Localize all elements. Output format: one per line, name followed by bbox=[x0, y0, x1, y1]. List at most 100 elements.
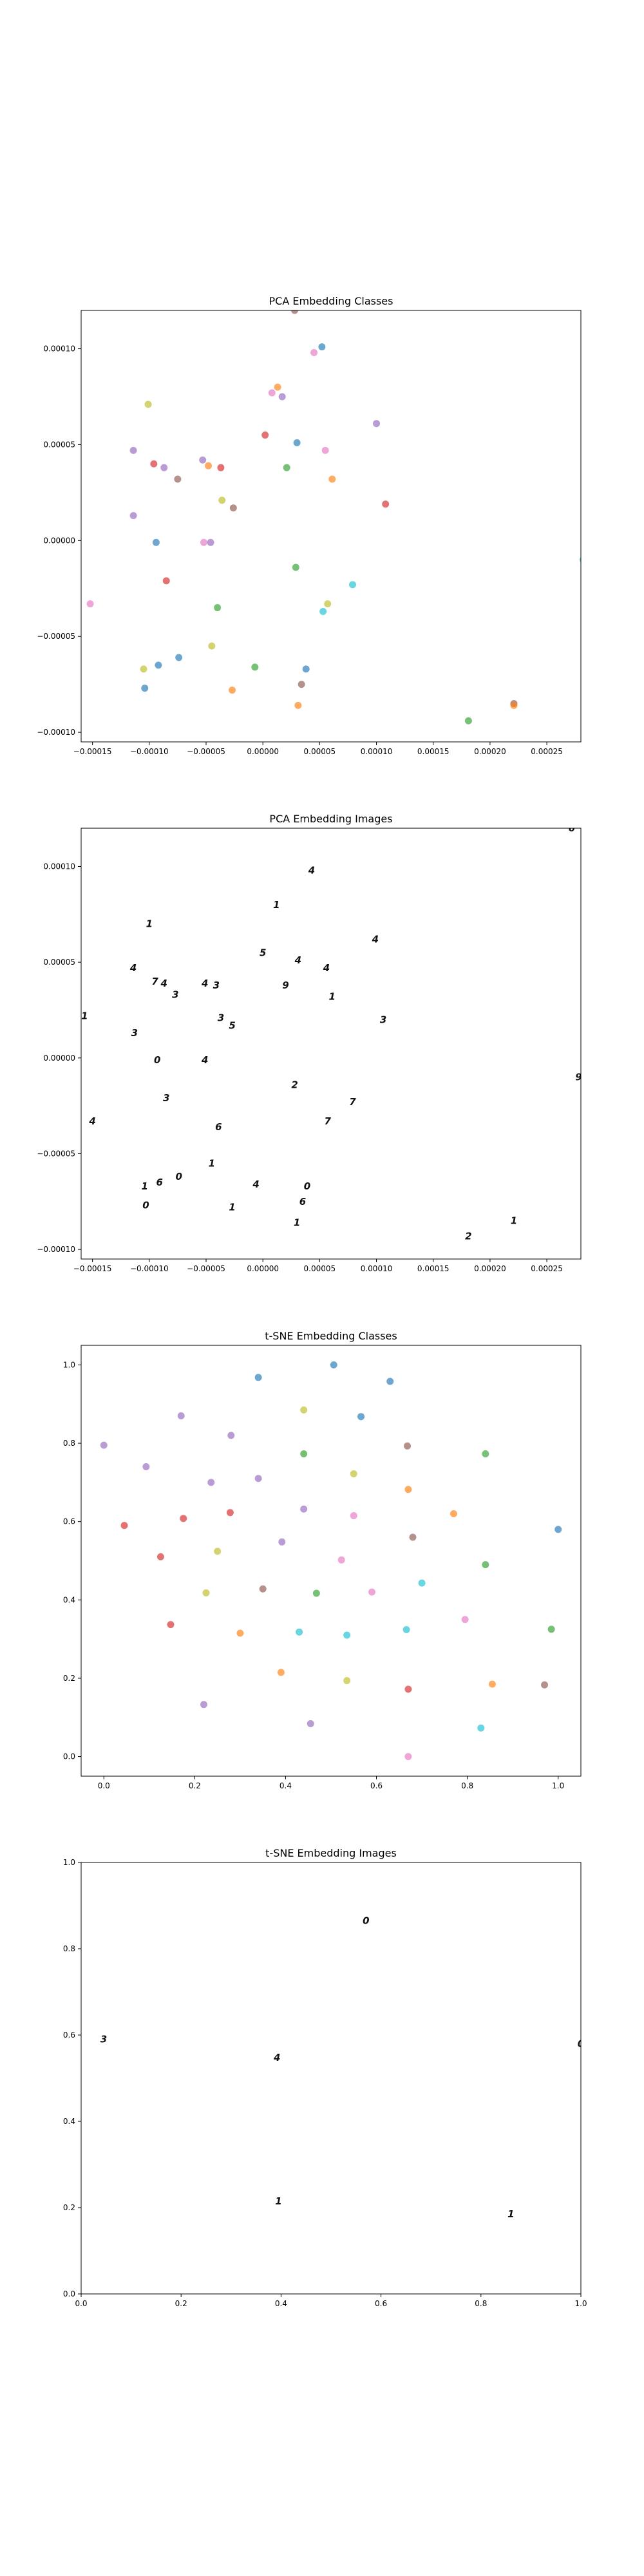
scatter-point bbox=[482, 1450, 489, 1457]
y-tick-label: 0.0 bbox=[63, 1752, 75, 1761]
scatter-point bbox=[318, 343, 326, 351]
digit-image-point: 4 bbox=[273, 2052, 280, 2063]
scatter-point bbox=[283, 464, 290, 471]
scatter-point bbox=[296, 1628, 303, 1636]
scatter-point bbox=[404, 1685, 412, 1693]
scatter-point bbox=[226, 1509, 234, 1517]
digit-image-point: 5 bbox=[229, 1019, 235, 1031]
digit-image-point: 4 bbox=[201, 978, 208, 989]
digit-image-point: 6 bbox=[215, 1121, 222, 1133]
x-tick-label: 0.6 bbox=[370, 1781, 383, 1790]
scatter-point bbox=[307, 1720, 314, 1728]
scatter-point bbox=[278, 393, 286, 401]
scatter-point bbox=[300, 1450, 308, 1457]
scatter-point bbox=[319, 608, 327, 616]
scatter-point bbox=[207, 538, 214, 546]
y-tick-label: 0.4 bbox=[63, 1595, 75, 1604]
scatter-point bbox=[214, 1548, 222, 1555]
scatter-point bbox=[254, 1374, 262, 1381]
y-tick-label: 1.0 bbox=[63, 1858, 75, 1867]
x-tick-label: −0.00015 bbox=[73, 1264, 112, 1273]
x-tick-label: 0.00015 bbox=[417, 747, 450, 756]
y-tick-label: 0.4 bbox=[63, 2117, 75, 2126]
scatter-point bbox=[350, 1512, 357, 1520]
scatter-point bbox=[229, 687, 236, 694]
digit-image-point: 9 bbox=[282, 980, 289, 991]
scatter-point bbox=[64, 495, 71, 502]
scatter-point bbox=[160, 464, 168, 471]
x-tick-label: 0.00010 bbox=[361, 1264, 393, 1273]
scatter-point bbox=[293, 439, 301, 446]
digit-image-point: 3 bbox=[163, 1092, 169, 1104]
y-tick-label: 0.8 bbox=[63, 1944, 75, 1953]
digit-image-point: 7 bbox=[349, 1096, 356, 1108]
scatter-point bbox=[202, 1589, 210, 1596]
scatter-point bbox=[167, 1621, 175, 1629]
scatter-point bbox=[100, 1441, 108, 1449]
x-tick-label: 0.6 bbox=[375, 2299, 387, 2308]
scatter-point bbox=[450, 1510, 457, 1518]
y-tick-label: 0.0 bbox=[63, 2289, 75, 2298]
x-tick-label: 0.2 bbox=[175, 2299, 187, 2308]
scatter-point bbox=[277, 1669, 285, 1676]
digit-image-point: 4 bbox=[252, 1179, 259, 1190]
scatter-point bbox=[254, 1475, 262, 1482]
scatter-point bbox=[464, 717, 472, 724]
x-tick-label: 0.00020 bbox=[474, 1264, 506, 1273]
scatter-point bbox=[404, 1753, 412, 1761]
digit-image-point: 1 bbox=[294, 1217, 300, 1229]
x-tick-label: 1.0 bbox=[552, 1781, 564, 1790]
digit-image-point: 1 bbox=[511, 1215, 517, 1227]
scatter-point bbox=[404, 1442, 412, 1450]
digit-image-point: 5 bbox=[260, 947, 266, 958]
y-tick-label: −0.00005 bbox=[37, 632, 75, 641]
x-tick-label: 0.4 bbox=[279, 1781, 292, 1790]
scatter-point bbox=[300, 1406, 308, 1414]
digit-image-point: 9 bbox=[575, 1072, 582, 1083]
scatter-point bbox=[343, 1677, 351, 1685]
scatter-point bbox=[349, 581, 357, 589]
axes-frame bbox=[80, 828, 582, 1260]
axes-frame bbox=[80, 1862, 582, 2295]
y-tick-label: −0.00010 bbox=[37, 1245, 75, 1254]
chart-title: t-SNE Embedding Classes bbox=[265, 1330, 397, 1342]
scatter-point bbox=[86, 600, 94, 608]
scatter-point bbox=[175, 654, 183, 661]
digit-image-point: 6 bbox=[569, 822, 575, 834]
y-tick-label: 0.00005 bbox=[43, 440, 75, 449]
digit-image-point: 4 bbox=[160, 978, 167, 989]
scatter-point bbox=[541, 1681, 549, 1689]
digit-image-point: 1 bbox=[209, 1157, 215, 1169]
y-tick-label: 0.6 bbox=[63, 1517, 75, 1526]
chart-panel-1: PCA Embedding Classes −0.00015 −0.00010 −0.… bbox=[37, 295, 582, 756]
digit-image-point: 0 bbox=[304, 1180, 310, 1192]
x-tick-label: 0.00015 bbox=[417, 1264, 450, 1273]
scatter-point bbox=[199, 456, 207, 464]
digit-image-point: 0 bbox=[175, 1171, 182, 1182]
axes-frame bbox=[80, 310, 582, 743]
digit-image-point: 0 bbox=[363, 1915, 369, 1926]
digit-image-point: 2 bbox=[291, 1079, 298, 1090]
scatter-point bbox=[350, 1470, 357, 1477]
y-tick-label: −0.00005 bbox=[37, 1149, 75, 1158]
digit-image-point: 3 bbox=[213, 980, 220, 991]
scatter-point bbox=[382, 500, 390, 508]
y-tick-label: 0.00010 bbox=[43, 862, 75, 871]
scatter-point bbox=[368, 1588, 375, 1596]
scatter-point bbox=[343, 1631, 351, 1639]
x-tick-label: −0.00010 bbox=[130, 1264, 169, 1273]
y-tick-label: 0.8 bbox=[63, 1439, 75, 1448]
chart-title: t-SNE Embedding Images bbox=[265, 1847, 397, 1859]
scatter-point bbox=[174, 475, 182, 483]
x-tick-label: 0.00000 bbox=[247, 1264, 279, 1273]
scatter-point bbox=[292, 564, 299, 571]
x-tick-label: 0.2 bbox=[189, 1781, 201, 1790]
scatter-point bbox=[418, 1579, 426, 1587]
x-tick-label: −0.00015 bbox=[73, 747, 112, 756]
y-tick-label: 0.00010 bbox=[43, 345, 75, 354]
digit-image-point: 1 bbox=[275, 2195, 281, 2207]
scatter-point bbox=[328, 475, 336, 483]
scatter-point bbox=[155, 661, 162, 669]
